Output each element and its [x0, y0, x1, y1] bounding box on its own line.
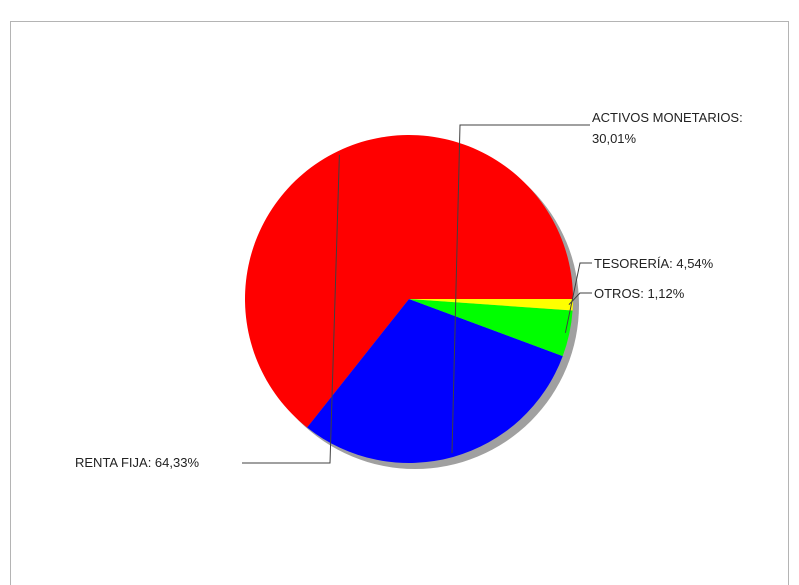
- pie-slice-tesorer-a: [409, 299, 573, 357]
- label-activos-monetarios-line1: ACTIVOS MONETARIOS:: [592, 110, 743, 125]
- leader-lines: [242, 124, 592, 464]
- leader-line-4: [568, 292, 592, 305]
- label-renta-fija: RENTA FIJA: 64,33%: [75, 455, 199, 470]
- leader-line-2: [451, 124, 590, 454]
- label-otros: OTROS: 1,12%: [594, 286, 685, 301]
- pie-slices: [244, 134, 573, 464]
- pie-slice-activos-monetarios: [307, 299, 563, 464]
- pie-slice-renta-fija: [244, 134, 573, 428]
- label-tesoreria: TESORERÍA: 4,54%: [594, 256, 714, 271]
- leader-line-1: [242, 154, 340, 464]
- pie-slice-otros: [409, 299, 573, 311]
- label-activos-monetarios-line2: 30,01%: [592, 131, 637, 146]
- leader-line-3: [564, 262, 592, 333]
